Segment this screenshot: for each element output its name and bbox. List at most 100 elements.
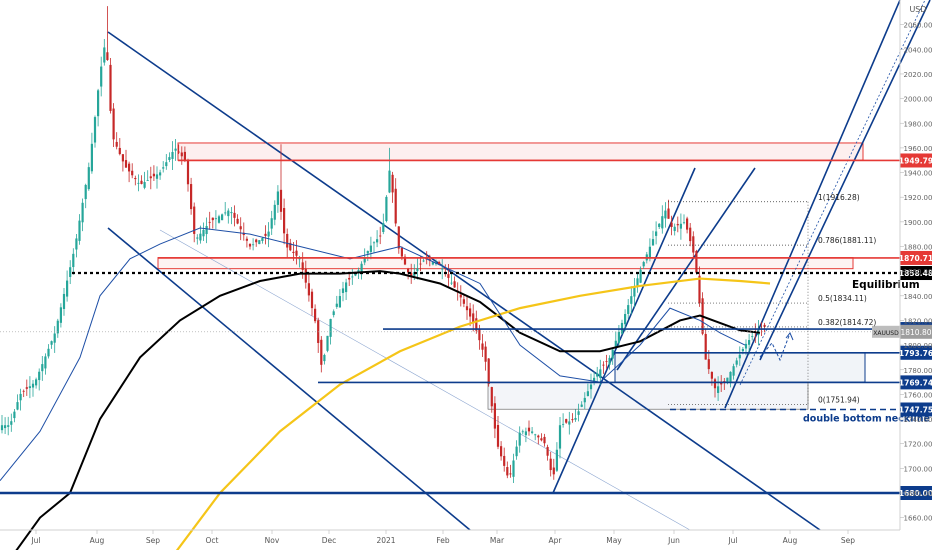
candle-body: [159, 172, 162, 176]
candle-body: [348, 277, 351, 280]
candle-body: [614, 340, 617, 347]
candle-body: [314, 308, 317, 322]
candle-body: [580, 404, 583, 407]
candle-body: [410, 272, 413, 276]
candle-body: [221, 214, 224, 221]
price-level-label: 1793.76: [899, 349, 932, 358]
y-tick-label: 2020.00: [904, 71, 932, 79]
candle-body: [487, 358, 490, 385]
candle-body: [698, 275, 701, 304]
candle-body: [186, 160, 190, 185]
price-axis: USD 1660.00 1680.00 1700.00 1720.00 1740.00 1…: [899, 0, 932, 530]
y-tick-label: 1720.00: [904, 441, 932, 449]
y-tick-label: 2040.00: [904, 46, 932, 54]
candle-body: [298, 258, 301, 260]
candle-body: [376, 239, 379, 243]
candle-body: [419, 263, 422, 265]
candle-body: [69, 267, 72, 277]
x-tick-label: Dec: [322, 536, 337, 545]
candle-body: [273, 204, 276, 220]
candle-body: [41, 364, 44, 372]
candle-body: [608, 357, 611, 365]
horizontal-levels: 1949.791870.711858.481813.031793.761769.…: [0, 153, 932, 500]
candle-body: [744, 343, 748, 349]
candle-body: [283, 208, 286, 234]
candle-body: [323, 354, 326, 362]
annotation-equilibrium: Equilibrium: [852, 279, 920, 291]
price-level-label: 1858.48: [899, 269, 932, 278]
candle-body: [239, 226, 242, 230]
candle-body: [109, 64, 112, 111]
candle-body: [227, 210, 230, 217]
candle-body: [81, 202, 84, 223]
candle-body: [177, 151, 180, 153]
candle-body: [462, 299, 465, 304]
candle-body: [642, 262, 645, 267]
candle-body: [481, 343, 484, 350]
candle-body: [329, 318, 332, 337]
candle-body: [338, 296, 341, 308]
y-tick-label: 1840.00: [904, 293, 932, 301]
candle-body: [90, 143, 93, 172]
candle-body: [301, 262, 304, 270]
y-tick-label: 1880.00: [904, 244, 932, 252]
candle-body: [484, 346, 487, 362]
candle-body: [568, 421, 571, 425]
candle-body: [121, 154, 124, 162]
candle-body: [682, 222, 686, 224]
candle-body: [515, 446, 518, 457]
candle-body: [366, 251, 369, 254]
candle-body: [583, 397, 586, 403]
candle-body: [112, 108, 115, 140]
candle-body: [208, 221, 211, 223]
candle-body: [475, 318, 478, 331]
candle-body: [66, 280, 69, 297]
price-level-label: 1870.71: [899, 254, 932, 263]
candle-body: [599, 369, 602, 378]
candle-body: [630, 296, 633, 304]
chart-background: [0, 0, 900, 530]
candle-body: [546, 446, 549, 456]
candle-body: [10, 421, 13, 425]
x-tick-label: Sep: [841, 536, 855, 545]
candle-body: [735, 360, 738, 365]
candle-body: [422, 260, 425, 262]
candle-body: [214, 218, 217, 220]
candle-body: [710, 371, 713, 379]
candle-body: [292, 251, 295, 254]
candle-body: [310, 291, 314, 309]
candle-body: [565, 419, 568, 423]
candle-body: [726, 377, 729, 383]
candle-body: [738, 354, 741, 359]
candle-body: [72, 253, 75, 268]
candle-body: [307, 283, 310, 296]
candle-body: [196, 237, 199, 239]
trendline: [107, 227, 471, 531]
candle-body: [655, 231, 658, 236]
candle-body: [707, 359, 710, 370]
candle-body: [100, 66, 103, 87]
candle-body: [372, 242, 376, 244]
candle-body: [558, 425, 562, 449]
candle-body: [394, 188, 397, 224]
price-level-tag: [900, 153, 932, 168]
candle-body: [441, 268, 444, 270]
candle-body: [193, 206, 196, 234]
candlesticks: [0, 6, 766, 483]
fib-label: 1(1916.28): [818, 193, 860, 202]
candle-body: [236, 218, 239, 224]
candle-body: [35, 379, 38, 386]
trendline-thin: [159, 229, 691, 531]
candle-body: [22, 390, 25, 392]
candle-body: [589, 384, 593, 390]
ma-yellow: [172, 277, 771, 554]
candle-body: [450, 282, 453, 284]
candle-body: [286, 233, 289, 248]
x-tick-label: Aug: [90, 536, 105, 545]
candle-body: [431, 262, 434, 265]
candle-body: [171, 152, 174, 159]
candle-body: [658, 223, 661, 227]
time-axis: Jul Aug Sep Oct Nov Dec 2021 Feb Mar Apr May Jun Jul…: [0, 529, 900, 545]
price-level-label: 1769.74: [899, 378, 932, 387]
candle-body: [388, 170, 391, 193]
